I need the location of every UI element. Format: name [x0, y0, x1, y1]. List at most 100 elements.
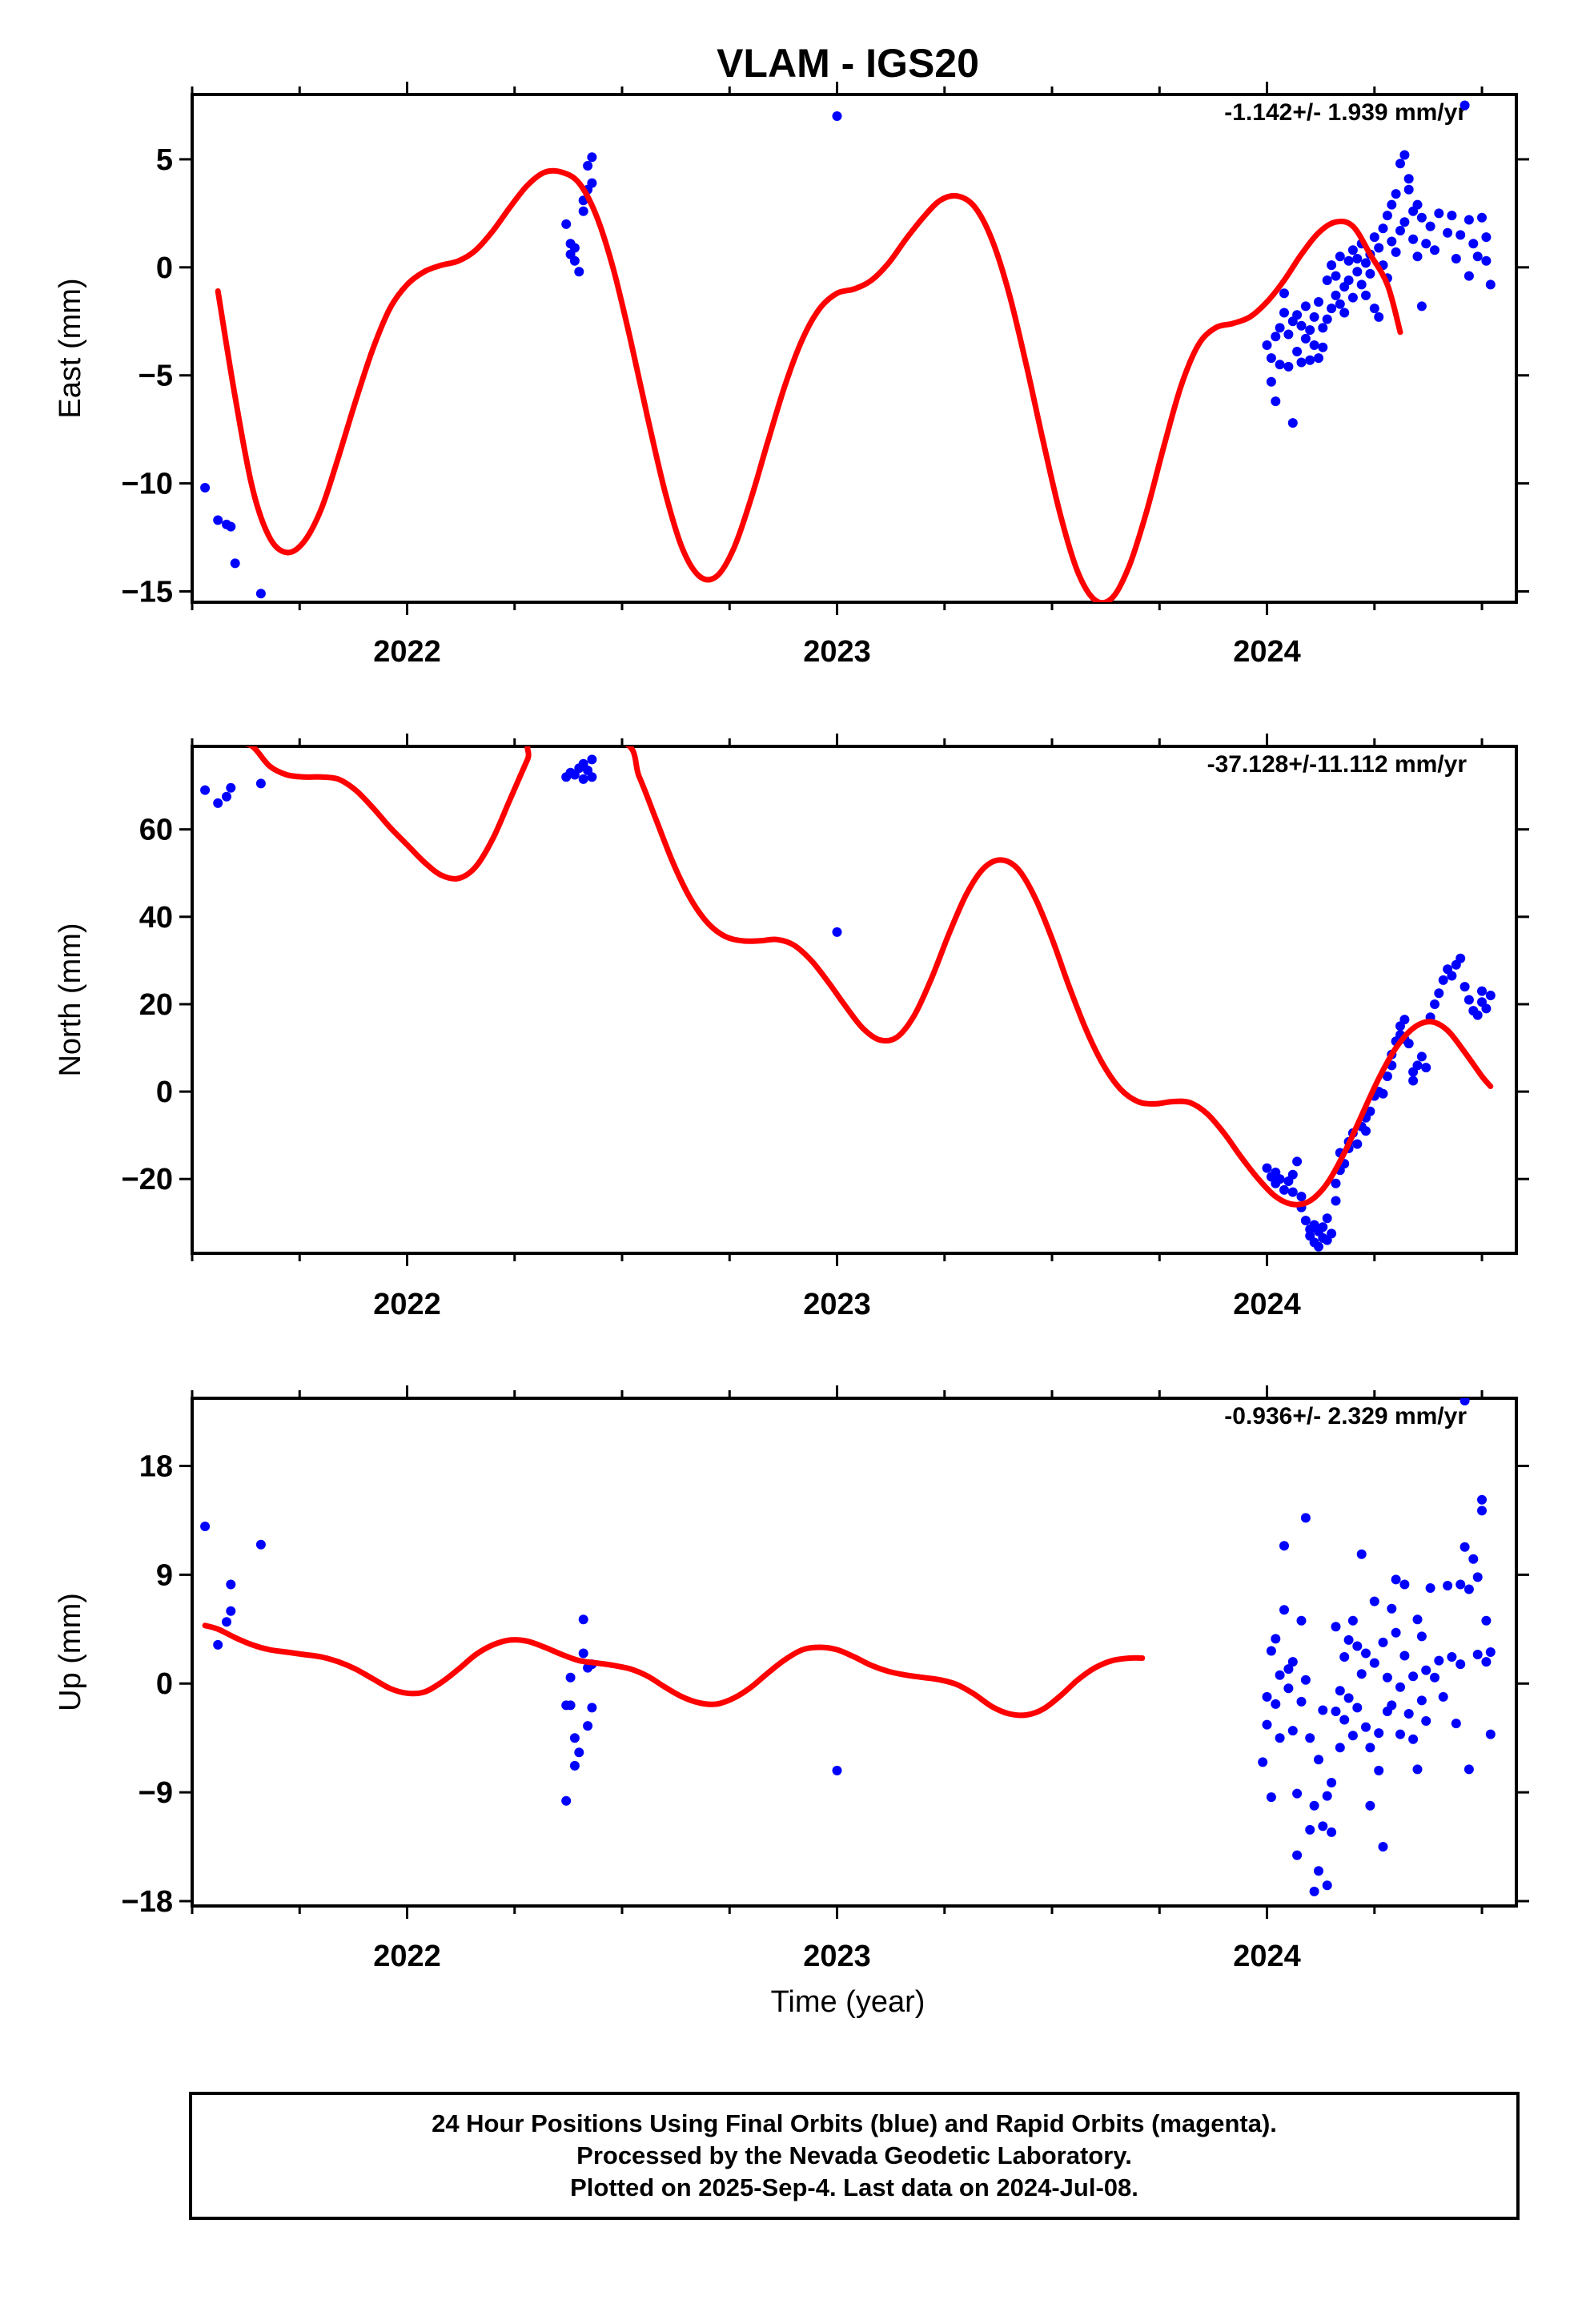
east-data-point	[1322, 314, 1332, 324]
up-data-point	[1327, 1827, 1337, 1837]
footer-frame	[189, 2092, 1520, 2220]
up-data-point	[1374, 1728, 1384, 1739]
up-data-point	[1416, 1695, 1427, 1706]
up-data-point	[1327, 1778, 1337, 1787]
up-y-axis-label: Up (mm)	[54, 1593, 87, 1711]
north-x-tick-label: 2023	[803, 1288, 871, 1321]
up-data-point	[1456, 1579, 1466, 1590]
up-data-point	[1451, 1719, 1461, 1729]
east-data-point	[1343, 255, 1354, 266]
up-y-tick-label: 18	[139, 1450, 173, 1484]
east-data-point	[1369, 232, 1379, 243]
up-data-point	[1481, 1657, 1492, 1667]
north-data-point	[1292, 1156, 1303, 1167]
east-data-point	[561, 219, 572, 229]
north-x-tick-label: 2022	[373, 1288, 441, 1321]
up-data-point	[561, 1795, 572, 1806]
up-data-point	[1292, 1850, 1303, 1860]
footer-box: 24 Hour Positions Using Final Orbits (bl…	[189, 2092, 1520, 2220]
up-panel: 2022 2023 2024 −18 −9 0 9 18 Up (mm) -0.936+/- 2.…	[54, 1385, 1529, 1973]
east-rate-label: -1.142+/- 1.939 mm/yr	[1224, 99, 1467, 126]
up-data-point	[1477, 1506, 1487, 1516]
east-data-point	[1456, 230, 1466, 240]
east-data-point	[1416, 212, 1427, 223]
up-data-point	[226, 1606, 236, 1616]
east-data-point	[578, 206, 588, 216]
north-data-point	[1296, 1192, 1307, 1202]
east-data-point	[1416, 301, 1427, 312]
up-data-point	[1266, 1646, 1276, 1656]
up-data-point	[1365, 1743, 1375, 1753]
up-data-point	[1391, 1574, 1401, 1585]
north-data-point	[213, 798, 223, 808]
east-data-point	[1279, 288, 1289, 299]
east-data-point	[1361, 258, 1371, 268]
east-points	[200, 100, 1496, 599]
up-data-point	[1443, 1581, 1453, 1590]
up-data-point	[1434, 1655, 1444, 1666]
up-data-point	[1283, 1664, 1294, 1675]
north-rate-label: -37.128+/-11.112 mm/yr	[1207, 751, 1468, 778]
east-data-point	[1309, 312, 1319, 322]
north-data-point	[1300, 1216, 1311, 1226]
up-data-point	[1460, 1542, 1470, 1552]
up-data-point	[1335, 1686, 1345, 1696]
up-data-point	[1287, 1726, 1298, 1736]
east-data-point	[1275, 360, 1285, 370]
up-data-point	[222, 1617, 231, 1627]
north-y-tick-label: 40	[139, 901, 173, 935]
up-data-point	[1477, 1494, 1487, 1505]
up-data-point	[1472, 1650, 1483, 1659]
up-data-point	[213, 1639, 223, 1650]
up-rate-label: -0.936+/- 2.329 mm/yr	[1224, 1403, 1467, 1429]
up-data-point	[1387, 1700, 1397, 1711]
north-data-point	[222, 791, 231, 802]
east-data-point	[1408, 234, 1419, 244]
up-y-tick-label: 9	[156, 1558, 173, 1592]
east-data-point	[1447, 211, 1457, 221]
east-data-point	[587, 178, 597, 188]
north-data-point	[1399, 1015, 1410, 1025]
east-data-point	[1391, 189, 1401, 199]
up-y-tick-label: 0	[156, 1667, 173, 1701]
north-data-point	[1275, 1174, 1285, 1184]
up-data-point	[1387, 1603, 1397, 1614]
east-data-point	[1300, 301, 1311, 312]
up-data-point	[1464, 1764, 1474, 1775]
east-data-point	[1352, 267, 1363, 277]
north-data-point	[1287, 1169, 1298, 1180]
up-data-point	[569, 1733, 580, 1743]
east-data-point	[1485, 279, 1496, 290]
east-data-point	[1318, 323, 1328, 333]
up-data-point	[1378, 1637, 1388, 1647]
north-data-point	[1438, 975, 1448, 985]
up-data-point	[1309, 1800, 1319, 1811]
east-data-point	[1481, 255, 1492, 266]
east-data-point	[1327, 304, 1337, 314]
up-data-point	[1456, 1659, 1466, 1670]
up-data-point	[1318, 1705, 1328, 1715]
north-data-point	[1485, 991, 1496, 1000]
north-data-point	[1279, 1184, 1289, 1195]
north-data-point	[1434, 988, 1444, 999]
north-data-point	[1464, 995, 1474, 1005]
east-y-tick-label: −10	[122, 468, 173, 501]
footer-line-1: 24 Hour Positions Using Final Orbits (bl…	[432, 2109, 1277, 2137]
north-data-point	[1352, 1139, 1363, 1149]
east-data-point	[1292, 310, 1303, 320]
up-data-point	[1283, 1683, 1294, 1694]
east-data-point	[1395, 159, 1405, 169]
up-data-point	[1408, 1734, 1419, 1744]
up-data-point	[1309, 1886, 1319, 1896]
up-data-point	[1352, 1641, 1363, 1651]
up-data-point	[1314, 1755, 1323, 1765]
east-data-point	[1327, 260, 1337, 271]
north-y-tick-label: 60	[139, 814, 173, 847]
north-data-point	[1322, 1213, 1332, 1224]
up-data-point	[1300, 1513, 1311, 1523]
east-data-point	[1460, 100, 1470, 111]
east-data-point	[583, 161, 593, 171]
east-data-point	[1451, 254, 1461, 263]
north-y-tick-label: 20	[139, 988, 173, 1022]
up-data-point	[1425, 1583, 1435, 1593]
